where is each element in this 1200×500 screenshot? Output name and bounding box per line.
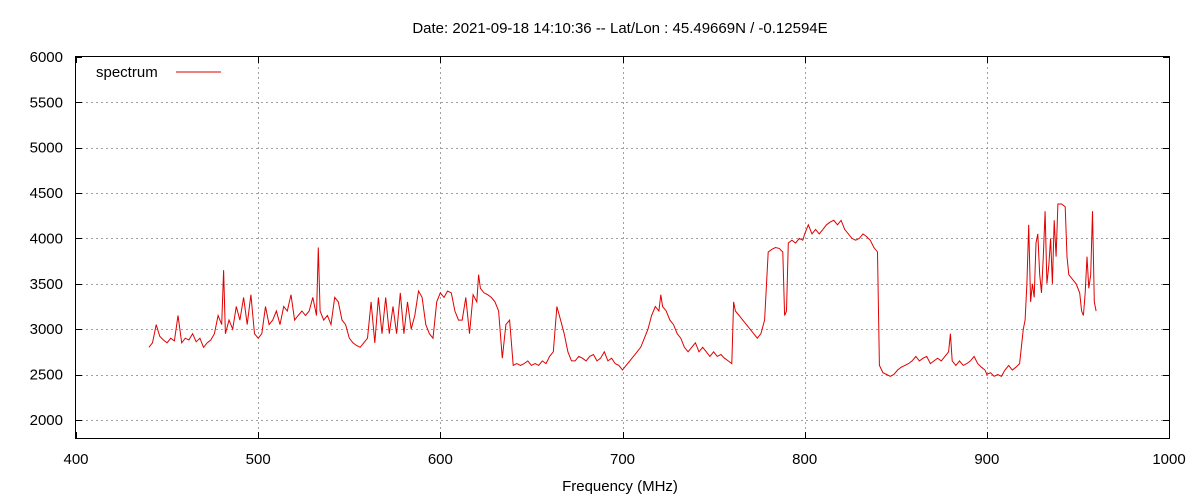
y-tick-label: 2000 bbox=[30, 412, 63, 429]
legend-label-spectrum: spectrum bbox=[96, 64, 158, 81]
x-tick-label: 800 bbox=[792, 451, 817, 468]
legend: spectrum bbox=[96, 64, 221, 81]
axis-layer: 400 500 600 700 800 900 1000 2000 2500 3000 3500 40… bbox=[30, 49, 1186, 468]
x-tick-label: 900 bbox=[974, 451, 999, 468]
series-line-spectrum bbox=[148, 203, 1097, 377]
data-layer bbox=[148, 203, 1097, 377]
x-tick-label: 1000 bbox=[1152, 451, 1185, 468]
x-tick-label: 600 bbox=[428, 451, 453, 468]
y-tick-label: 2500 bbox=[30, 367, 63, 384]
plot-frame bbox=[75, 56, 1170, 439]
y-tick-label: 3000 bbox=[30, 321, 63, 338]
chart-title: Date: 2021-09-18 14:10:36 -- Lat/Lon : 4… bbox=[412, 20, 827, 37]
grid-layer bbox=[76, 57, 1169, 438]
x-axis-label: Frequency (MHz) bbox=[562, 478, 678, 495]
y-tick-label: 4500 bbox=[30, 185, 63, 202]
x-tick-label: 700 bbox=[610, 451, 635, 468]
y-tick-label: 5000 bbox=[30, 140, 63, 157]
y-tick-label: 5500 bbox=[30, 94, 63, 111]
x-tick-label: 500 bbox=[246, 451, 271, 468]
y-tick-label: 3500 bbox=[30, 276, 63, 293]
x-tick-label: 400 bbox=[63, 451, 88, 468]
y-tick-label: 4000 bbox=[30, 230, 63, 247]
y-tick-label: 6000 bbox=[30, 49, 63, 66]
